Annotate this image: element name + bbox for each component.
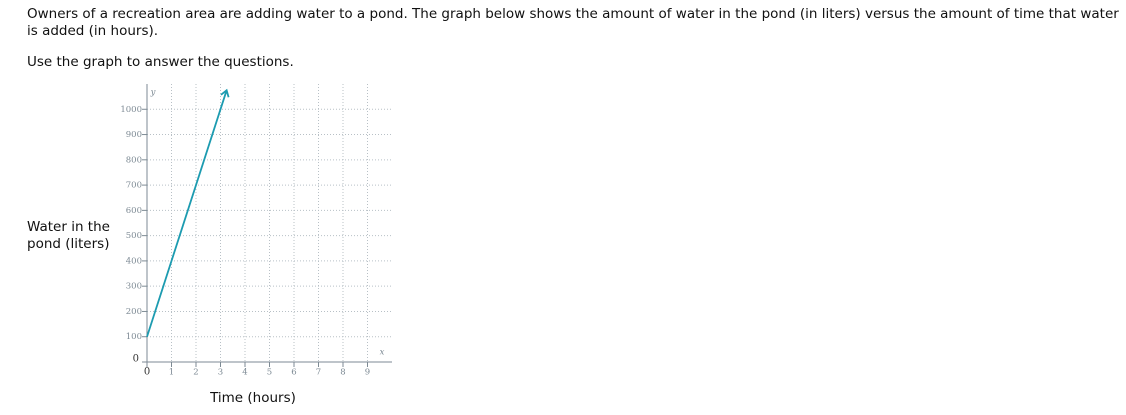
y-tick-label: 600 [126, 206, 142, 216]
y-axis-label: Water in the pond (liters) [27, 219, 110, 252]
y-tick-label: 200 [126, 307, 142, 317]
instruction-text: Use the graph to answer the questions. [27, 54, 294, 70]
x-tick-label: 2 [193, 368, 198, 378]
x-tick-label: 8 [340, 368, 345, 378]
x-tick-label: 7 [316, 368, 321, 378]
x-axis-symbol: x [380, 348, 385, 358]
x-tick-label: 9 [365, 368, 370, 378]
y-tick-label: 300 [126, 282, 142, 292]
y-tick-label: 900 [126, 130, 142, 140]
x-tick-label: 3 [218, 368, 223, 378]
x-tick-label: 1 [169, 368, 174, 378]
y-tick-label: 400 [126, 256, 142, 266]
x-axis-label: Time (hours) [209, 390, 296, 406]
intro-text: Owners of a recreation area are adding w… [27, 6, 1119, 39]
data-line [146, 88, 230, 338]
x-tick-label: 4 [242, 368, 247, 378]
y-tick-label: 500 [126, 231, 142, 241]
y-tick-label: 800 [126, 155, 142, 165]
y-tick-label: 100 [126, 332, 142, 342]
y-tick-label: 1000 [120, 105, 142, 115]
x-tick-label: 6 [291, 368, 296, 378]
x-tick-label: 5 [267, 368, 272, 378]
y-axis-symbol: y [150, 88, 156, 98]
y-tick-label: 700 [126, 181, 142, 191]
y-tick-label: 0 [133, 354, 139, 365]
x-tick-label: 0 [144, 367, 150, 378]
